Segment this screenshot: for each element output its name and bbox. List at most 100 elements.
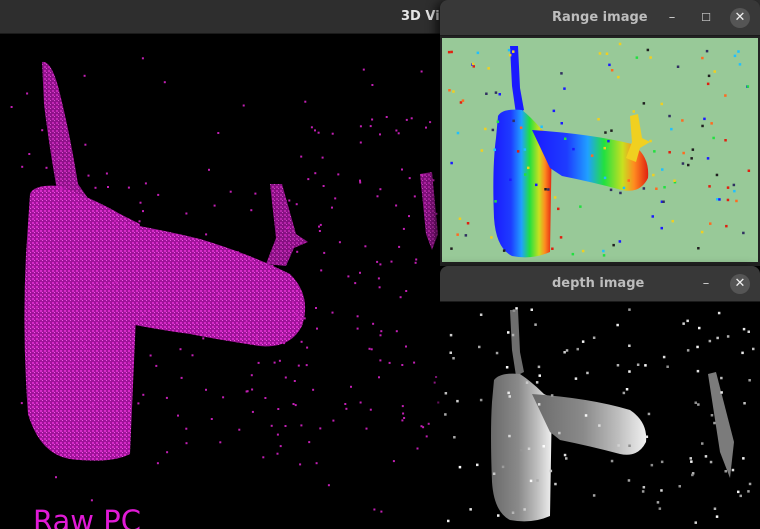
close-icon[interactable]: ✕ — [730, 8, 750, 28]
range-point — [602, 254, 606, 257]
range-point — [512, 50, 515, 53]
noise-point — [359, 271, 361, 274]
range-point — [622, 186, 626, 190]
noise-point — [359, 401, 362, 404]
noise-point — [378, 376, 380, 379]
noise-point — [62, 285, 65, 288]
depth-point — [530, 308, 533, 311]
depth-point — [686, 349, 690, 352]
noise-point — [262, 456, 265, 459]
range-point — [450, 161, 453, 165]
noise-point — [427, 422, 430, 425]
noise-point — [137, 402, 140, 405]
minimize-icon[interactable]: – — [668, 10, 676, 25]
noise-point — [379, 263, 382, 266]
range-point — [480, 149, 484, 152]
range-point — [655, 187, 658, 190]
close-icon[interactable]: ✕ — [730, 274, 750, 294]
depth-point — [565, 457, 568, 460]
noise-point — [210, 418, 213, 420]
noise-point — [157, 253, 160, 256]
noise-point — [185, 442, 188, 445]
noise-point — [91, 403, 94, 406]
noise-point — [337, 173, 340, 176]
maximize-icon[interactable]: ☐ — [701, 11, 711, 24]
noise-point — [251, 410, 254, 413]
depth-image-window[interactable]: depth image – ✕ — [440, 266, 760, 529]
range-point — [450, 247, 453, 250]
noise-point — [370, 348, 373, 351]
noise-point — [264, 397, 267, 399]
range-image-window[interactable]: Range image – ☐ ✕ — [440, 0, 760, 266]
noise-point — [334, 197, 337, 200]
depth-point — [512, 309, 516, 312]
range-point — [627, 179, 630, 182]
noise-point — [378, 286, 381, 289]
noise-point — [83, 74, 86, 77]
depth-point — [694, 401, 697, 404]
depth-point — [636, 363, 640, 366]
range-point — [487, 67, 490, 70]
range-point — [456, 233, 459, 236]
noise-point — [102, 332, 104, 335]
noise-point — [55, 476, 57, 479]
range-point — [602, 249, 605, 253]
noise-point — [331, 132, 334, 135]
noise-point — [78, 205, 81, 208]
noise-point — [420, 425, 423, 428]
range-point — [652, 173, 655, 177]
range-point — [466, 222, 470, 225]
range-point — [671, 219, 674, 223]
depth-point — [701, 442, 704, 445]
range-point — [572, 147, 575, 151]
noise-point — [279, 445, 282, 448]
range-point — [509, 178, 512, 181]
depth-point — [747, 490, 750, 493]
point-cloud-canvas[interactable]: Raw PC — [0, 34, 760, 529]
depth-point — [458, 465, 462, 469]
range-point — [691, 148, 695, 151]
depth-point — [717, 311, 721, 315]
depth-point — [456, 399, 459, 403]
noise-point — [142, 393, 145, 396]
range-point — [712, 136, 715, 140]
noise-point — [421, 174, 424, 177]
noise-point — [359, 181, 362, 184]
range-point — [681, 119, 684, 122]
noise-point — [33, 398, 36, 401]
depth-point — [645, 435, 649, 438]
range-titlebar[interactable]: Range image – ☐ ✕ — [440, 0, 760, 36]
depth-point — [447, 519, 450, 523]
point-cloud-render — [10, 57, 440, 513]
range-point — [660, 200, 664, 203]
range-image-canvas — [442, 38, 758, 262]
noise-point — [300, 155, 303, 158]
noise-point — [155, 364, 158, 367]
range-point — [703, 117, 706, 121]
noise-point — [385, 116, 388, 118]
depth-titlebar[interactable]: depth image – ✕ — [440, 266, 760, 302]
noise-point — [165, 396, 168, 399]
range-point — [668, 114, 671, 118]
depth-point — [508, 395, 511, 398]
noise-point — [163, 81, 166, 84]
range-point — [553, 196, 557, 199]
noise-point — [86, 272, 89, 275]
depth-point — [691, 472, 695, 475]
minimize-icon[interactable]: – — [702, 276, 710, 291]
noise-point — [401, 405, 404, 408]
noise-point — [284, 234, 287, 237]
noise-point — [80, 366, 83, 369]
noise-point — [371, 118, 374, 121]
depth-point — [710, 414, 714, 417]
range-point — [547, 188, 550, 191]
depth-point — [449, 351, 452, 354]
depth-point — [576, 347, 579, 351]
noise-point — [202, 337, 205, 340]
range-point — [700, 230, 704, 234]
noise-point — [185, 212, 188, 215]
noise-point — [65, 253, 68, 256]
noise-point — [33, 215, 36, 218]
depth-point — [720, 391, 723, 394]
noise-point — [294, 404, 297, 407]
